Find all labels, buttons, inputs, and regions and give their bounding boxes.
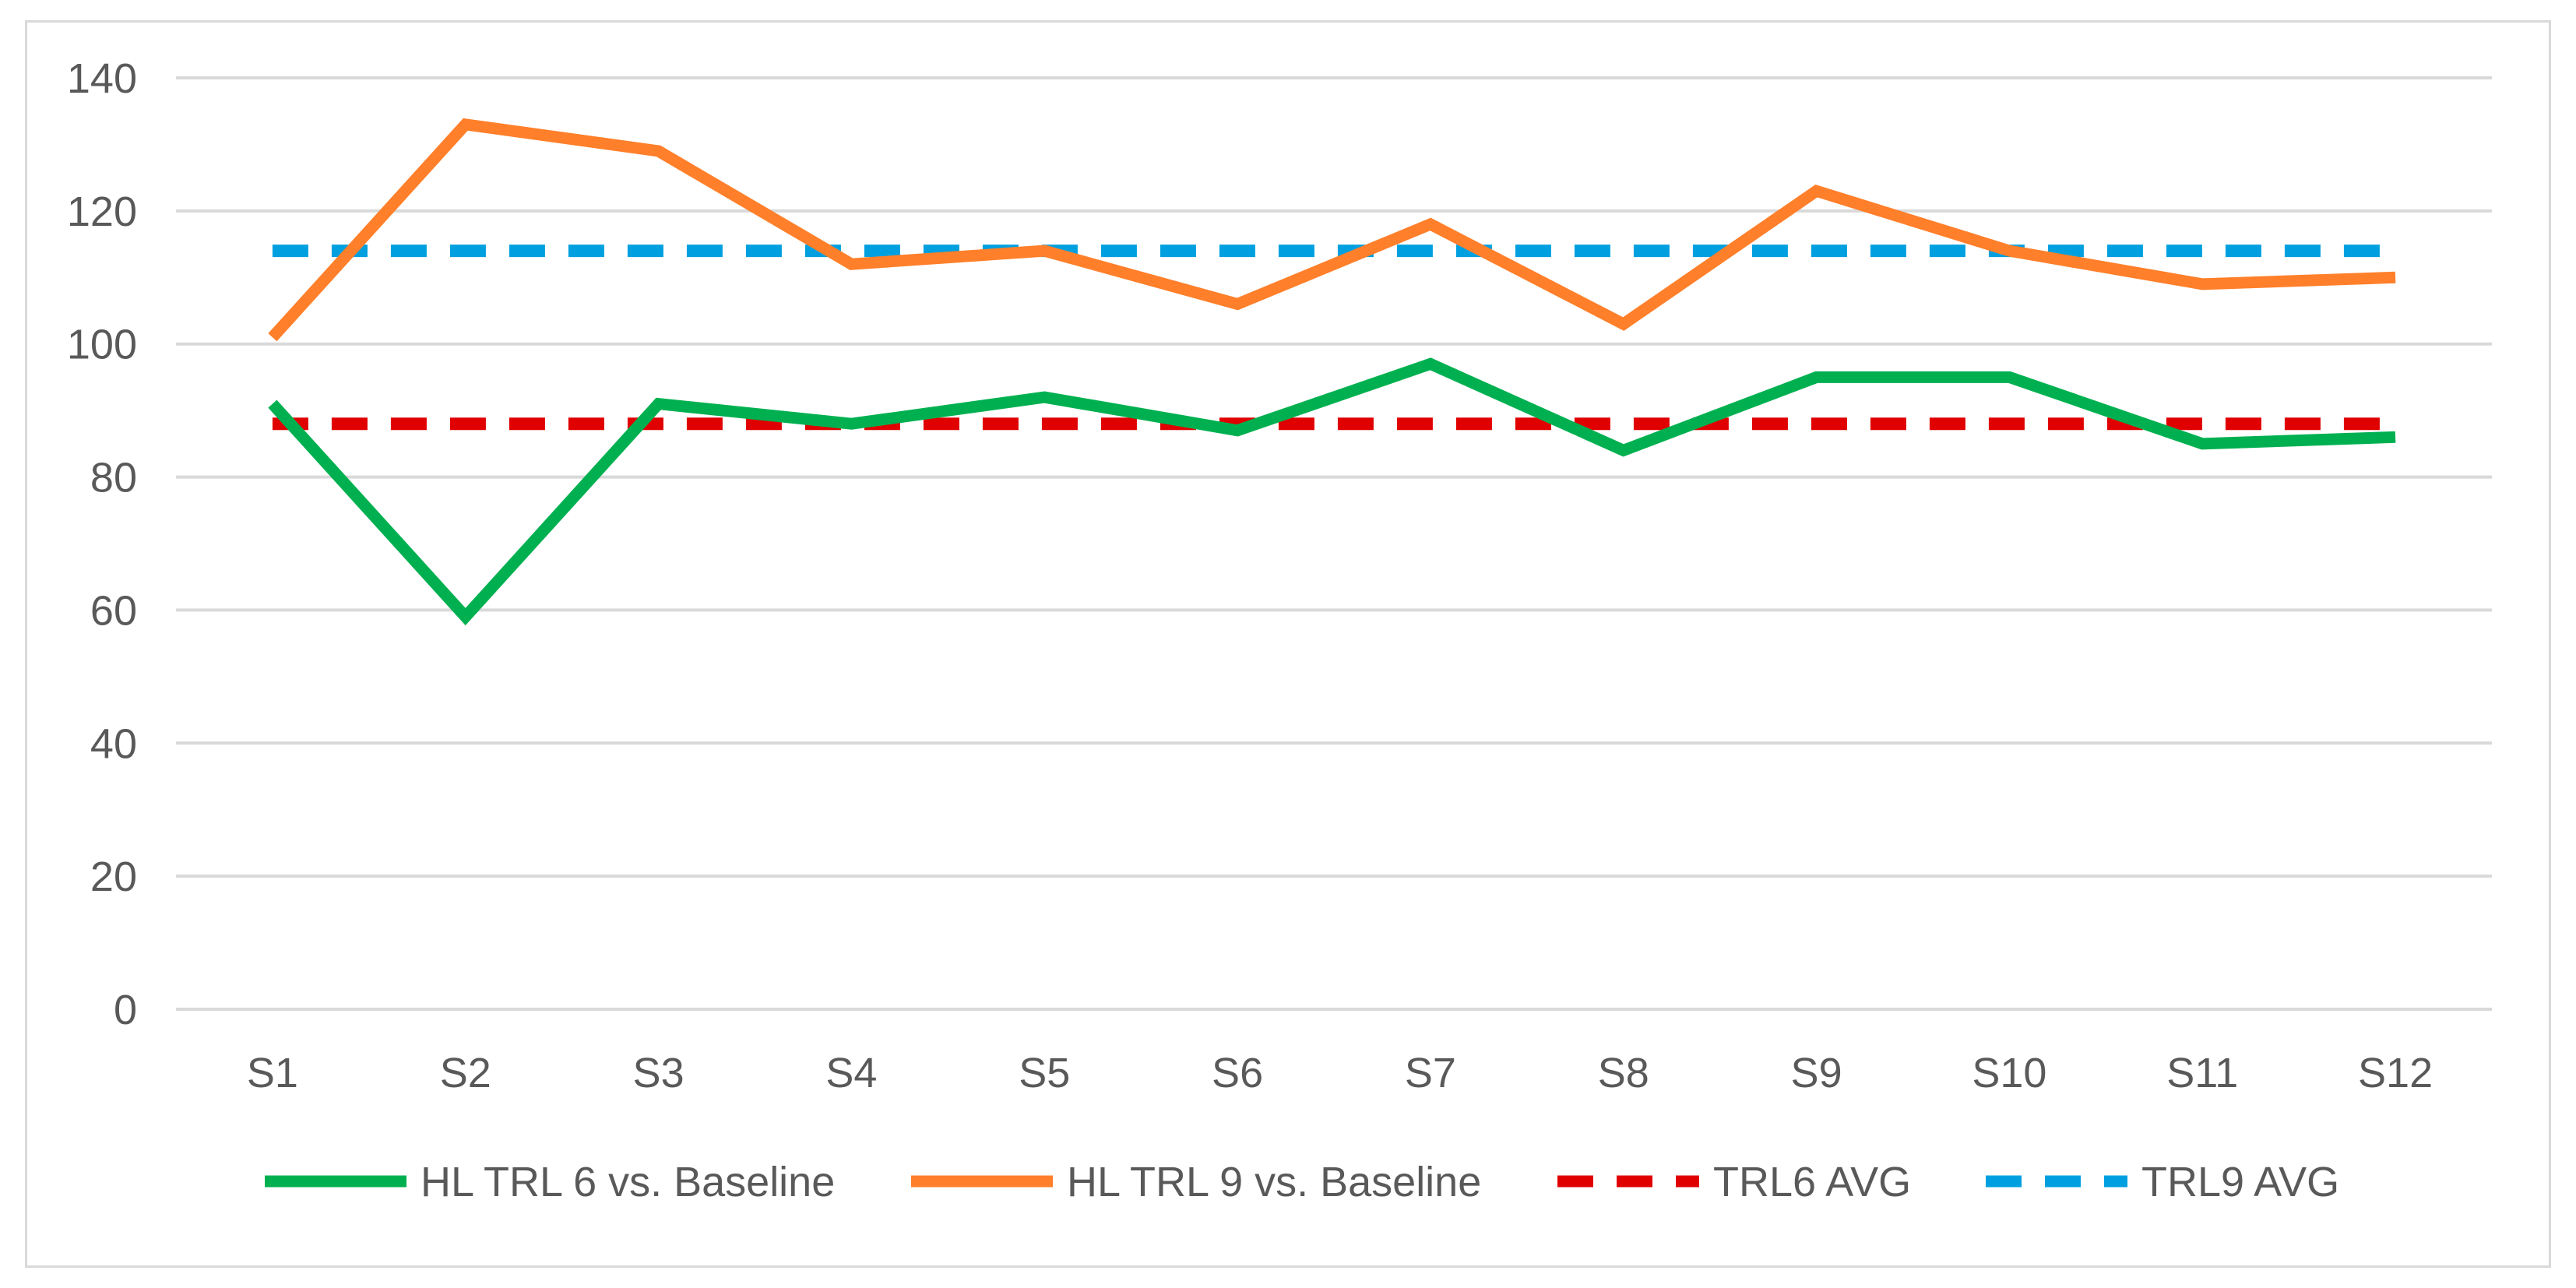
x-tick-label: S11 <box>2166 1050 2238 1096</box>
series-line-hl-trl-9-vs-baseline <box>268 118 2396 342</box>
x-tick-label: S8 <box>1598 1050 1649 1096</box>
y-tick-label: 100 <box>67 322 137 368</box>
x-tick-label: S10 <box>1972 1050 2046 1096</box>
x-tick-label: S4 <box>825 1050 877 1096</box>
legend-label: TRL9 AVG <box>2141 1159 2339 1205</box>
x-tick-label: S2 <box>440 1050 491 1096</box>
x-tick-label: S3 <box>633 1050 684 1096</box>
y-tick-label: 120 <box>67 188 137 235</box>
y-tick-label: 80 <box>90 455 137 501</box>
legend-label: HL TRL 9 vs. Baseline <box>1067 1159 1481 1205</box>
x-axis-ticks: S1 S2 S3 S4 S5 S6 S7 S8 S9 S10 S11 S12 <box>247 1050 2433 1096</box>
y-axis-ticks: 0 20 40 60 80 100 120 140 <box>67 55 137 1033</box>
legend-label: TRL6 AVG <box>1713 1159 1911 1205</box>
x-tick-label: S12 <box>2358 1050 2433 1096</box>
y-tick-label: 0 <box>114 987 137 1033</box>
series-line-hl-trl-6-vs-baseline <box>268 357 2396 626</box>
x-tick-label: S1 <box>247 1050 298 1096</box>
x-tick-label: S9 <box>1791 1050 1842 1096</box>
y-tick-label: 140 <box>67 55 137 102</box>
y-tick-label: 60 <box>90 587 137 634</box>
chart-frame <box>25 20 2551 1268</box>
series-lines <box>268 118 2396 626</box>
legend: HL TRL 6 vs. Baseline HL TRL 9 vs. Baseli… <box>265 1159 2339 1205</box>
gridlines <box>176 76 2492 1011</box>
x-tick-label: S6 <box>1212 1050 1263 1096</box>
x-tick-label: S7 <box>1405 1050 1456 1096</box>
x-tick-label: S5 <box>1019 1050 1070 1096</box>
y-tick-label: 40 <box>90 720 137 767</box>
legend-label: HL TRL 6 vs. Baseline <box>421 1159 835 1205</box>
y-tick-label: 20 <box>90 853 137 900</box>
